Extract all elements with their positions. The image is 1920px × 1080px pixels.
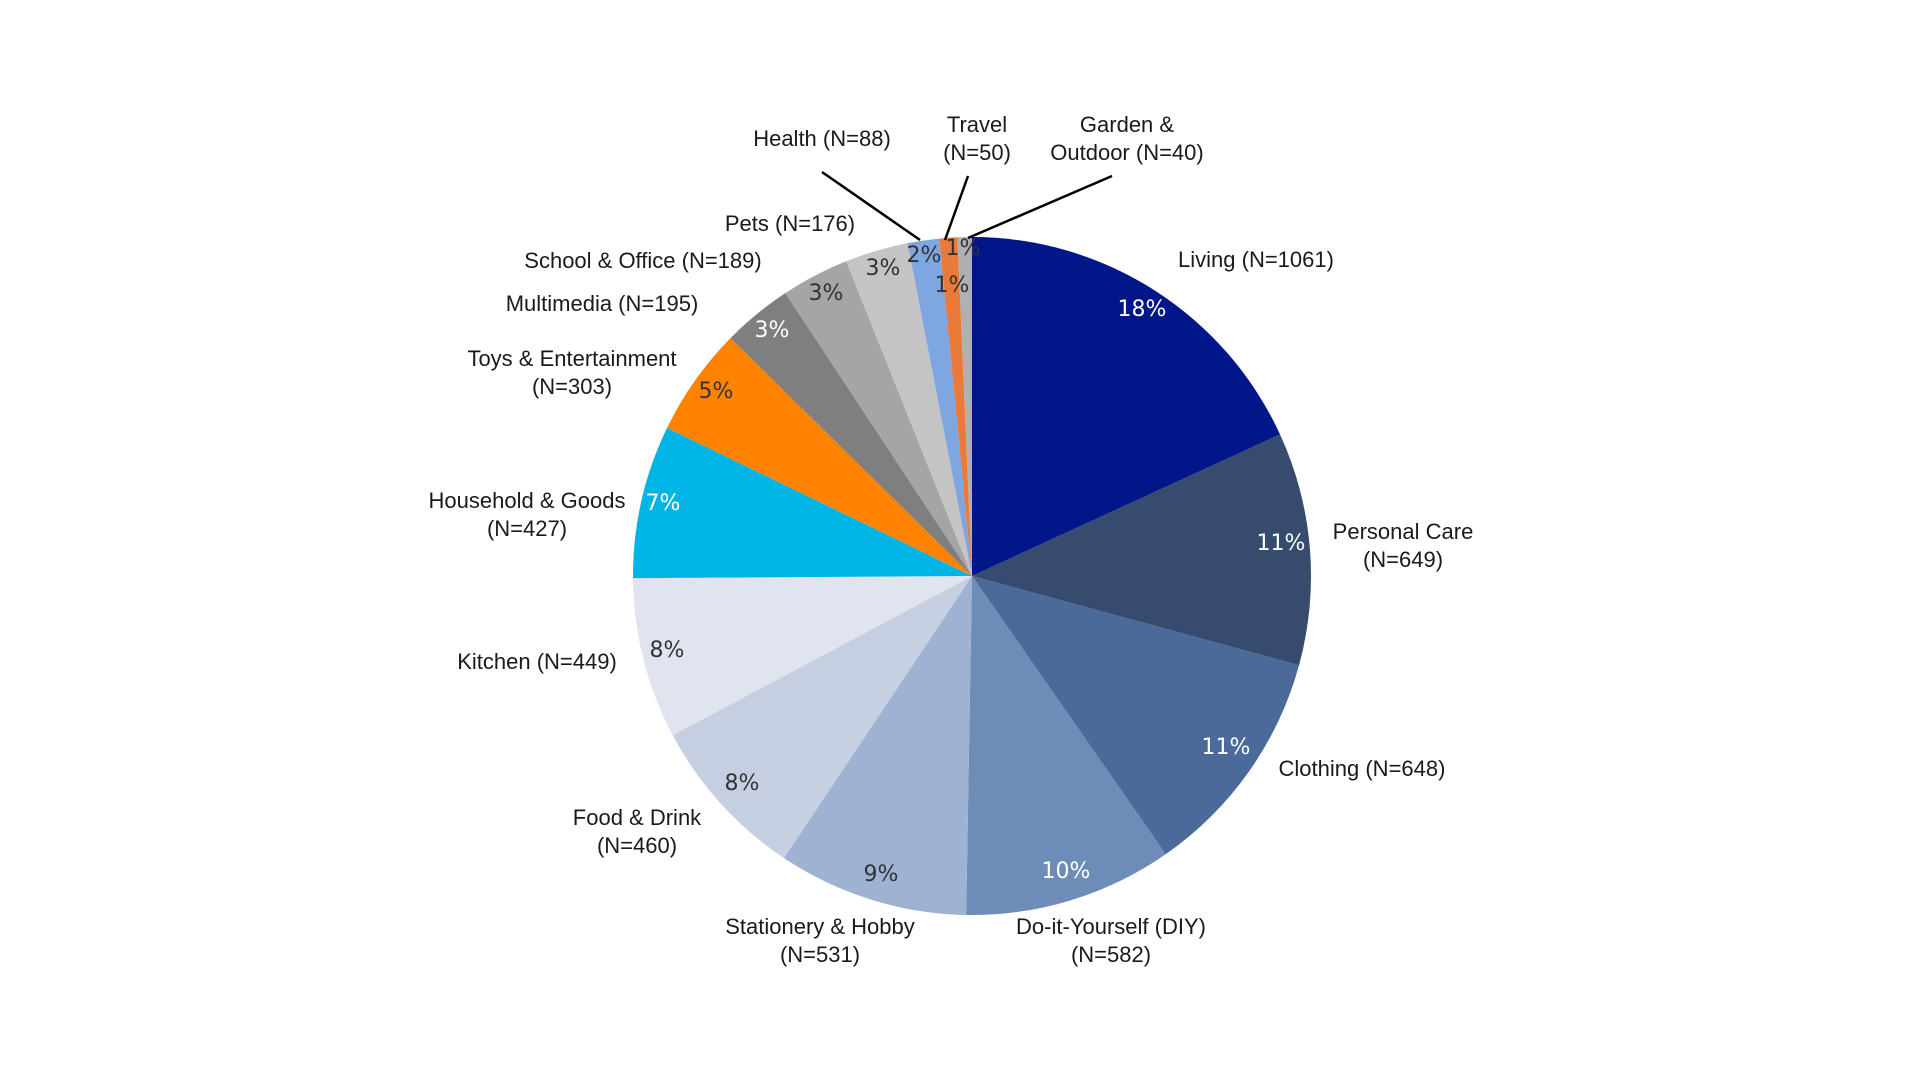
percent-label: 8%: [650, 638, 685, 663]
percent-label: 18%: [1118, 297, 1167, 322]
percent-label: 11%: [1202, 735, 1251, 760]
category-label: Pets (N=176): [725, 211, 855, 236]
pie-slice: [939, 237, 972, 576]
pie-slice: [957, 236, 972, 576]
percent-label: 11%: [1257, 531, 1306, 556]
pie-slice: [667, 338, 972, 576]
category-label: Health (N=88): [753, 126, 891, 151]
percent-label: 5%: [699, 379, 734, 404]
category-label: Clothing (N=648): [1279, 756, 1446, 781]
leader-line: [967, 174, 1113, 240]
category-label: Do-it-Yourself (DIY) (N=582): [1016, 914, 1206, 967]
category-label: School & Office (N=189): [524, 248, 761, 273]
percent-label: 8%: [725, 771, 760, 796]
percent-label: 9%: [864, 862, 899, 887]
pie-slice: [972, 434, 1312, 666]
percent-label: 7%: [646, 491, 681, 516]
percent-label: 3%: [866, 256, 901, 281]
pie-slice: [672, 576, 972, 859]
pie-slice: [784, 576, 972, 915]
leader-lines: [821, 170, 1113, 242]
category-labels: Living (N=1061) Personal Care (N=649) Cloth…: [429, 112, 1474, 967]
category-label: Multimedia (N=195): [506, 291, 699, 316]
category-label: Personal Care (N=649): [1333, 519, 1474, 572]
category-label: Kitchen (N=449): [457, 649, 617, 674]
leader-line: [821, 170, 921, 242]
pie-slice: [972, 576, 1300, 855]
pie-slice: [972, 237, 1281, 576]
category-label: Garden & Outdoor (N=40): [1050, 112, 1203, 165]
pie-slice: [846, 243, 972, 576]
pie-slice: [966, 576, 1166, 916]
percent-label: 1%: [946, 236, 981, 261]
pie-slice: [633, 576, 972, 736]
pie-slices: [633, 236, 1312, 916]
category-label: Travel (N=50): [943, 112, 1011, 165]
pie-slice: [907, 238, 972, 576]
percent-label: 1%: [935, 273, 970, 298]
pie-slice: [633, 427, 972, 579]
pie-slice: [785, 261, 972, 576]
category-label: Living (N=1061): [1178, 247, 1334, 272]
percent-label: 10%: [1042, 859, 1091, 884]
category-label: Food & Drink (N=460): [573, 805, 702, 858]
category-label: Household & Goods (N=427): [429, 488, 626, 541]
leader-line: [943, 175, 970, 241]
percent-label: 2%: [907, 243, 942, 268]
percent-labels: 18%11%11%10%9%8%8%7%5%3%3%3%2%1%1%: [646, 236, 1306, 887]
pie-slice: [730, 293, 972, 576]
category-label: Toys & Entertainment (N=303): [467, 346, 676, 399]
category-label: Stationery & Hobby (N=531): [725, 914, 915, 967]
percent-label: 3%: [809, 281, 844, 306]
percent-label: 3%: [755, 318, 790, 343]
